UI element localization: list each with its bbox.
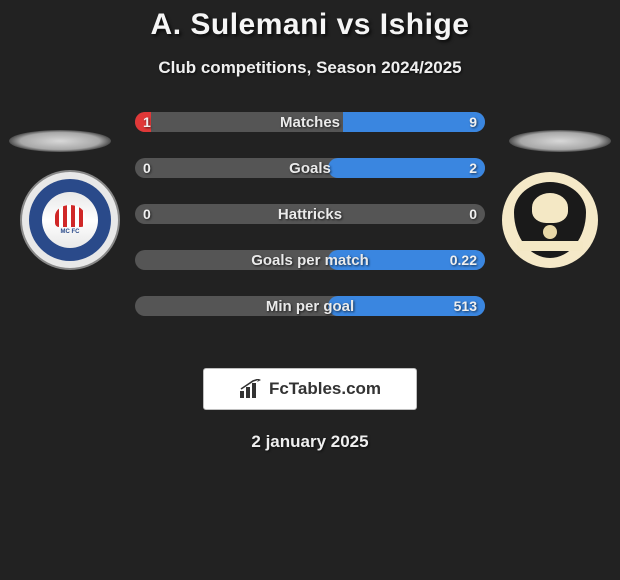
- date-text: 2 january 2025: [251, 432, 368, 452]
- stat-row: Matches1 9: [135, 112, 485, 132]
- shadow-right: [509, 130, 611, 152]
- team-badge-left: MC FC: [20, 170, 120, 270]
- stat-value-right: 513: [454, 296, 477, 316]
- stat-row: Hattricks0 0: [135, 204, 485, 224]
- stat-row: Min per goal513: [135, 296, 485, 316]
- stat-value-left: 0: [143, 158, 151, 178]
- stat-rows: Matches19Goals02Hattricks00Goals per mat…: [135, 112, 485, 316]
- stat-value-right: 9: [469, 112, 477, 132]
- comparison-infographic: A. Sulemani vs Ishige Club competitions,…: [0, 0, 620, 452]
- team-badge-right: [500, 170, 600, 270]
- stat-value-right: 0.22: [450, 250, 477, 270]
- stat-value-left: 0: [143, 204, 151, 224]
- stat-label: Goals: [135, 158, 485, 178]
- stat-value-right: 0: [469, 204, 477, 224]
- stat-value-left: 1: [143, 112, 151, 132]
- stat-row: Goals0 2: [135, 158, 485, 178]
- main-area: MC FC Matches19Goals02Hattricks00Goals p…: [0, 112, 620, 332]
- stat-label: Hattricks: [135, 204, 485, 224]
- page-subtitle: Club competitions, Season 2024/2025: [158, 58, 461, 78]
- stat-label: Min per goal: [135, 296, 485, 316]
- page-title: A. Sulemani vs Ishige: [151, 8, 470, 42]
- stat-label: Matches: [135, 112, 485, 132]
- shadow-left: [9, 130, 111, 152]
- stat-value-right: 2: [469, 158, 477, 178]
- stat-row: Goals per match0.22: [135, 250, 485, 270]
- brand-badge: FcTables.com: [203, 368, 417, 410]
- stat-label: Goals per match: [135, 250, 485, 270]
- chart-icon: [239, 379, 263, 399]
- brand-text: FcTables.com: [269, 379, 381, 399]
